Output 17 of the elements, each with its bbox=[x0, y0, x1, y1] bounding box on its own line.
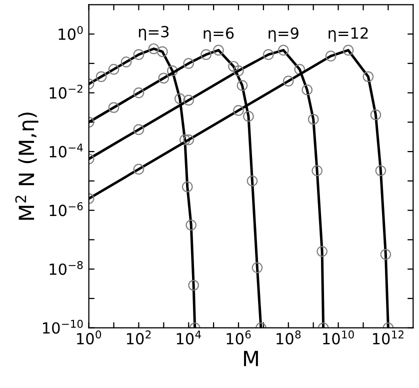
x-tick-label: 10$^{4}$ bbox=[176, 330, 201, 344]
x-tick-label: 10$^{8}$ bbox=[276, 330, 301, 344]
y-tick-label: 10$^{−4}$ bbox=[50, 144, 83, 158]
legend-label: η=6 bbox=[204, 27, 234, 42]
x-tick-label: 10$^{2}$ bbox=[126, 330, 151, 344]
x-tick-label: 10$^{6}$ bbox=[226, 330, 251, 344]
y-axis-title: M$^{2}$ N (M,η) bbox=[15, 112, 38, 220]
legend-label: η=12 bbox=[328, 27, 368, 42]
legend-label: η=9 bbox=[268, 27, 298, 42]
x-axis-title: M bbox=[244, 350, 258, 366]
legend-label: η=3 bbox=[138, 26, 169, 40]
y-tick-label: 10$^{−2}$ bbox=[50, 84, 82, 99]
y-tick-label: 10$^{0}$ bbox=[58, 26, 83, 40]
x-tick-label: 10$^{12}$ bbox=[372, 330, 404, 344]
y-tick-label: 10$^{−8}$ bbox=[50, 260, 83, 275]
y-tick-label: 10$^{−6}$ bbox=[50, 202, 83, 216]
x-tick-label: 10$^{10}$ bbox=[323, 330, 354, 344]
